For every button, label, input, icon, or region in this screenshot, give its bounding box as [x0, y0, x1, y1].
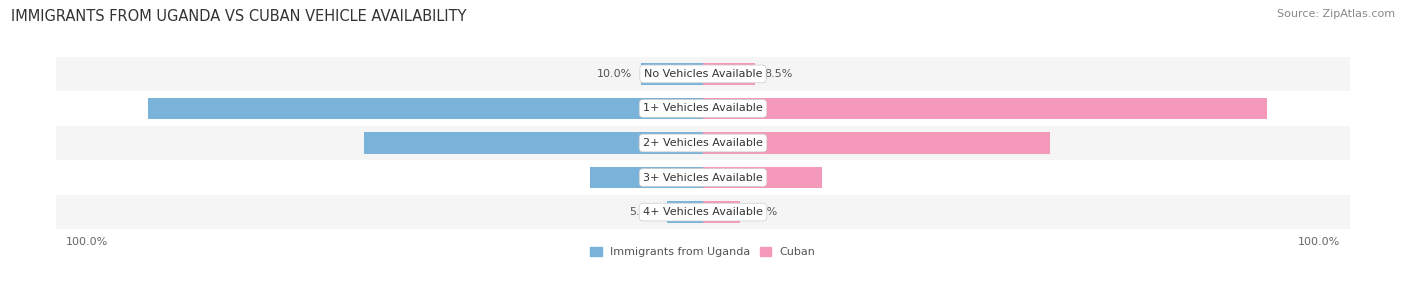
Bar — [641, 63, 703, 85]
Bar — [56, 195, 1350, 229]
Bar — [56, 126, 1350, 160]
Legend: Immigrants from Uganda, Cuban: Immigrants from Uganda, Cuban — [586, 243, 820, 262]
Text: 91.5%: 91.5% — [713, 104, 751, 114]
Bar — [364, 132, 703, 154]
Text: 19.3%: 19.3% — [713, 172, 751, 182]
Bar — [589, 167, 703, 188]
Bar — [703, 132, 1050, 154]
Text: 6.0%: 6.0% — [749, 207, 778, 217]
Text: 55.0%: 55.0% — [655, 138, 693, 148]
Bar — [56, 91, 1350, 126]
Bar — [666, 201, 703, 223]
Bar — [703, 201, 740, 223]
Text: 1+ Vehicles Available: 1+ Vehicles Available — [643, 104, 763, 114]
Text: 18.4%: 18.4% — [655, 172, 693, 182]
Bar — [56, 160, 1350, 195]
Text: 4+ Vehicles Available: 4+ Vehicles Available — [643, 207, 763, 217]
Text: No Vehicles Available: No Vehicles Available — [644, 69, 762, 79]
Text: 56.3%: 56.3% — [713, 138, 751, 148]
Text: 2+ Vehicles Available: 2+ Vehicles Available — [643, 138, 763, 148]
Bar — [703, 63, 755, 85]
Text: 5.9%: 5.9% — [628, 207, 658, 217]
Text: Source: ZipAtlas.com: Source: ZipAtlas.com — [1277, 9, 1395, 19]
Bar — [56, 57, 1350, 91]
Text: 8.5%: 8.5% — [765, 69, 793, 79]
Bar — [703, 167, 823, 188]
Bar — [148, 98, 703, 119]
Text: 3+ Vehicles Available: 3+ Vehicles Available — [643, 172, 763, 182]
Text: 10.0%: 10.0% — [598, 69, 633, 79]
Bar — [703, 98, 1267, 119]
Text: 90.1%: 90.1% — [655, 104, 693, 114]
Text: IMMIGRANTS FROM UGANDA VS CUBAN VEHICLE AVAILABILITY: IMMIGRANTS FROM UGANDA VS CUBAN VEHICLE … — [11, 9, 467, 23]
